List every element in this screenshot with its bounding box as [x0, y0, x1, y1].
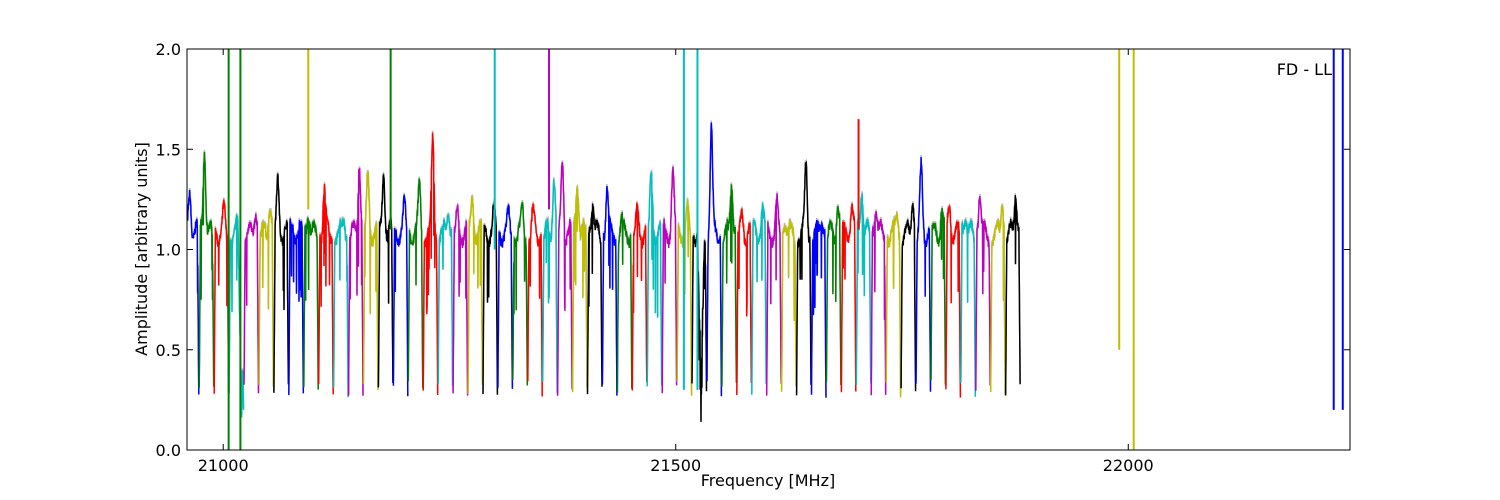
rfi-spikes [227, 49, 1344, 450]
channel-line [497, 204, 514, 389]
x-tick-label: 21500 [650, 456, 701, 475]
channel-line [885, 212, 902, 398]
channel-line [706, 122, 723, 397]
channel-line [347, 168, 364, 396]
channel-line [825, 206, 842, 386]
channel-line [960, 219, 977, 397]
channel-line [930, 207, 947, 385]
channel-line [571, 186, 588, 393]
channel-series [187, 122, 1021, 422]
y-tick-label: 0.5 [156, 341, 181, 360]
channel-line [467, 196, 484, 394]
channel-line [646, 171, 663, 387]
y-tick-label: 0.0 [156, 441, 181, 460]
channel-line [631, 202, 648, 391]
channel-line [780, 220, 797, 392]
channel-line [870, 211, 887, 396]
channel-line [900, 203, 917, 392]
channel-line [945, 205, 962, 398]
channel-line [362, 171, 379, 391]
channel-line [795, 160, 812, 396]
channel-line [452, 204, 469, 396]
channel-line [243, 213, 260, 394]
channel-line [586, 203, 603, 395]
channel-line [751, 203, 767, 395]
channel-line [975, 195, 991, 391]
channel-line [915, 156, 932, 392]
channel-line [213, 199, 230, 395]
y-axis: 0.0 0.5 1.0 1.5 2.0 [156, 40, 1350, 460]
channel-line [541, 178, 558, 394]
y-axis-label: Amplitude [arbitrary units] [132, 142, 151, 356]
plot-area [187, 49, 1344, 450]
channel-line [407, 178, 424, 389]
channel-line [765, 193, 782, 396]
channel-line [303, 217, 319, 390]
channel-line [437, 214, 454, 387]
y-tick-label: 1.0 [156, 241, 181, 260]
x-axis: 21000 21500 22000 [198, 49, 1154, 475]
channel-line [840, 203, 857, 393]
channel-line [392, 194, 409, 397]
x-tick-label: 22000 [1103, 456, 1154, 475]
channel-line [187, 189, 200, 395]
channel-line [422, 132, 439, 396]
channel-line [736, 208, 753, 396]
channel-line [288, 218, 305, 396]
x-axis-label: Frequency [MHz] [701, 471, 835, 490]
channel-line [527, 203, 543, 397]
channel-line [616, 212, 633, 393]
y-tick-label: 2.0 [156, 40, 181, 59]
channel-line [332, 218, 349, 398]
plot-annotation: FD - LL [1277, 60, 1332, 79]
channel-line [512, 201, 529, 386]
x-tick-label: 21000 [198, 456, 249, 475]
channel-line [661, 166, 678, 394]
channel-line [691, 233, 708, 422]
y-tick-label: 1.5 [156, 140, 181, 159]
channel-line [810, 219, 827, 398]
channel-line [601, 186, 618, 396]
channel-line [556, 162, 573, 396]
channel-line [721, 183, 738, 387]
channel-line [1004, 195, 1021, 396]
channel-line [989, 205, 1006, 395]
channel-line [258, 209, 275, 387]
channel-line [317, 183, 334, 395]
channel-line [198, 151, 215, 389]
channel-line [273, 173, 290, 393]
